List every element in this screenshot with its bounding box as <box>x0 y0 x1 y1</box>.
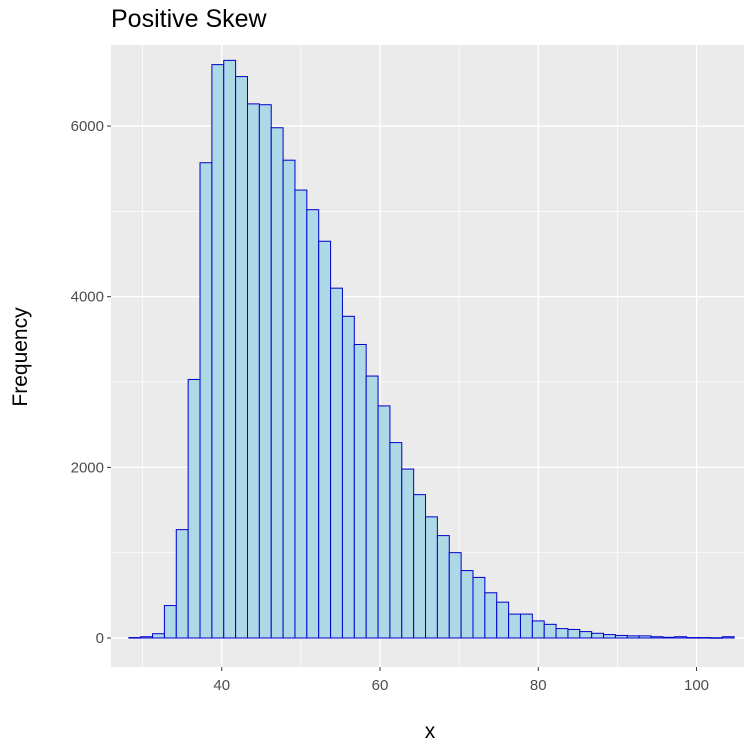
histogram-bar <box>199 162 213 639</box>
histogram-bar <box>246 103 260 639</box>
x-tick-label: 60 <box>372 677 389 694</box>
x-axis-title: x <box>424 720 436 743</box>
histogram-bar <box>365 375 379 639</box>
histogram-bar <box>614 634 628 639</box>
histogram-bar <box>436 535 450 639</box>
histogram-bar <box>258 104 272 639</box>
histogram-bar <box>401 468 415 639</box>
histogram-bar <box>543 623 557 639</box>
histogram-bar <box>460 570 474 639</box>
histogram-bar <box>152 633 165 639</box>
histogram-bar <box>662 636 676 639</box>
histogram-bar <box>341 315 355 639</box>
histogram-bar <box>175 529 189 639</box>
histogram-bar <box>282 159 296 639</box>
x-tick-label: 100 <box>684 677 709 694</box>
histogram-bar <box>519 613 533 639</box>
histogram-bar <box>223 59 237 639</box>
histogram-bar <box>496 601 510 639</box>
histogram-bar <box>709 637 723 639</box>
histogram-bar <box>531 620 545 639</box>
histogram-bar <box>603 634 616 639</box>
histogram-bar <box>472 576 486 639</box>
histogram-bar <box>579 631 593 639</box>
histogram-bar <box>674 636 688 639</box>
histogram-bar <box>638 635 652 639</box>
y-axis-ticks: 0 2000 4000 6000 <box>71 118 111 647</box>
histogram-bar <box>508 613 521 639</box>
x-axis-ticks: 40 60 80 100 <box>213 667 709 694</box>
chart-title: Positive Skew <box>111 5 267 33</box>
histogram-bar <box>413 494 427 639</box>
histogram-bar <box>294 189 308 639</box>
histogram-bar <box>484 592 498 639</box>
histogram-bar <box>555 628 569 639</box>
histogram-bar <box>377 405 391 639</box>
histogram-bar <box>211 64 225 639</box>
histogram-bar <box>318 240 332 639</box>
histogram-bar <box>425 516 438 639</box>
histogram-bar <box>567 628 581 639</box>
histogram-bar <box>591 632 605 639</box>
histogram-bar <box>330 287 343 639</box>
histogram-bars <box>128 59 735 639</box>
histogram-bar <box>187 378 201 639</box>
histogram-bar <box>686 637 700 639</box>
histogram-bar <box>270 127 284 639</box>
histogram-bar <box>698 637 711 639</box>
histogram-bar <box>389 442 403 639</box>
y-tick-label: 2000 <box>71 459 104 476</box>
histogram-bar <box>626 635 640 639</box>
histogram-bar <box>306 209 320 639</box>
histogram-bar <box>650 636 664 639</box>
histogram-bar <box>448 552 462 639</box>
histogram-bar <box>140 636 154 639</box>
y-tick-label: 6000 <box>71 118 104 135</box>
histogram-bar <box>721 636 735 639</box>
y-tick-label: 0 <box>96 630 104 647</box>
x-tick-label: 80 <box>530 677 547 694</box>
histogram-bar <box>353 343 367 639</box>
y-tick-label: 4000 <box>71 289 104 306</box>
x-tick-label: 40 <box>213 677 230 694</box>
histogram-bar <box>163 605 177 639</box>
histogram-bar <box>235 76 248 639</box>
histogram-bar <box>128 637 142 639</box>
